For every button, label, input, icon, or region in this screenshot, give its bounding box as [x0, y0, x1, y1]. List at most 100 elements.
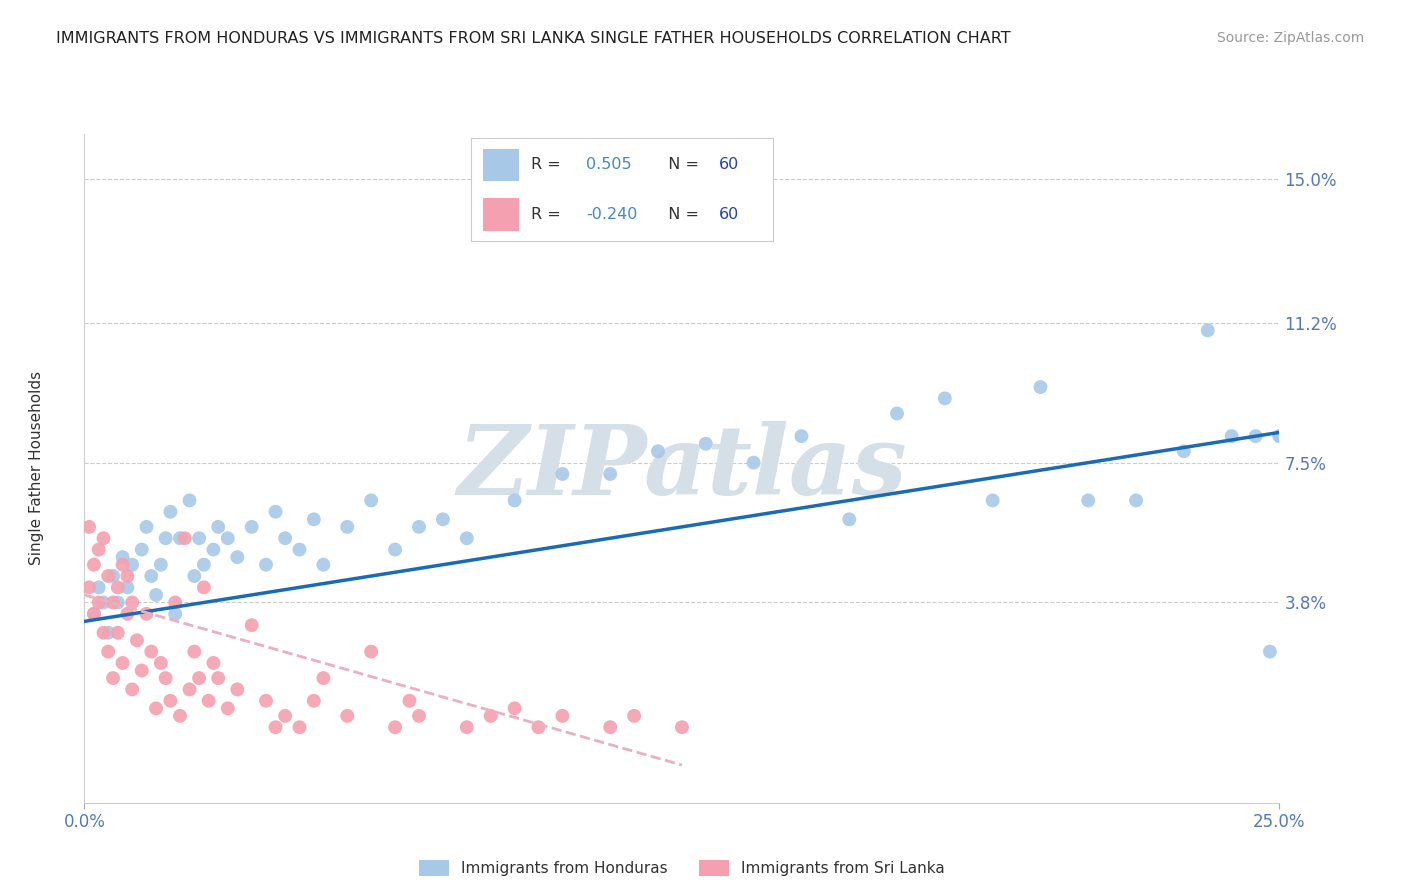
Point	[131, 664, 153, 678]
Point	[93, 595, 115, 609]
Point	[197, 694, 219, 708]
Point	[101, 671, 124, 685]
Point	[1125, 493, 1147, 508]
Point	[695, 436, 717, 450]
Point	[360, 493, 382, 508]
Text: IMMIGRANTS FROM HONDURAS VS IMMIGRANTS FROM SRI LANKA SINGLE FATHER HOUSEHOLDS C: IMMIGRANTS FROM HONDURAS VS IMMIGRANTS F…	[56, 31, 1011, 46]
Point	[503, 701, 526, 715]
Point	[254, 694, 277, 708]
Point	[312, 671, 335, 685]
Point	[87, 595, 110, 609]
Point	[1197, 323, 1219, 337]
Point	[101, 569, 124, 583]
Text: ZIPatlas: ZIPatlas	[457, 421, 907, 516]
Point	[479, 709, 502, 723]
Point	[149, 656, 172, 670]
Point	[207, 671, 229, 685]
Point	[1244, 429, 1267, 443]
Point	[135, 607, 157, 621]
Point	[131, 542, 153, 557]
Point	[599, 720, 621, 734]
Point	[432, 512, 454, 526]
Bar	[484, 149, 519, 181]
Point	[312, 558, 335, 572]
Text: 0.505: 0.505	[586, 157, 631, 172]
Point	[671, 720, 693, 734]
Point	[1268, 429, 1291, 443]
Point	[1077, 493, 1099, 508]
Point	[141, 569, 163, 583]
Point	[408, 520, 430, 534]
Point	[87, 542, 110, 557]
Point	[83, 558, 105, 572]
Point	[117, 580, 139, 594]
Point	[125, 633, 148, 648]
Point	[456, 531, 478, 545]
Point	[83, 607, 105, 621]
Point	[77, 580, 100, 594]
Legend: Immigrants from Honduras, Immigrants from Sri Lanka: Immigrants from Honduras, Immigrants fro…	[412, 854, 952, 882]
Point	[179, 682, 201, 697]
Point	[165, 607, 187, 621]
Point	[107, 580, 129, 594]
Point	[274, 531, 297, 545]
Text: R =: R =	[531, 157, 567, 172]
Point	[1268, 429, 1291, 443]
Point	[173, 531, 195, 545]
Point	[217, 531, 239, 545]
Point	[1029, 380, 1052, 394]
Point	[623, 709, 645, 723]
Point	[456, 720, 478, 734]
Point	[183, 569, 205, 583]
Point	[1220, 429, 1243, 443]
Point	[274, 709, 297, 723]
Point	[179, 493, 201, 508]
Point	[169, 709, 191, 723]
Point	[111, 656, 134, 670]
Point	[336, 520, 359, 534]
Point	[551, 709, 574, 723]
Point	[264, 505, 287, 519]
Point	[398, 694, 420, 708]
Point	[169, 531, 191, 545]
Point	[838, 512, 860, 526]
Point	[240, 618, 263, 632]
Point	[302, 512, 325, 526]
Point	[107, 625, 129, 640]
Text: R =: R =	[531, 207, 567, 222]
Point	[145, 701, 167, 715]
Point	[599, 467, 621, 481]
Point	[202, 542, 225, 557]
Point	[288, 542, 311, 557]
Text: N =: N =	[658, 157, 704, 172]
Point	[360, 645, 382, 659]
Point	[117, 569, 139, 583]
Text: Source: ZipAtlas.com: Source: ZipAtlas.com	[1216, 31, 1364, 45]
Text: -0.240: -0.240	[586, 207, 637, 222]
Point	[886, 407, 908, 421]
Bar	[484, 198, 519, 230]
Point	[336, 709, 359, 723]
Text: 60: 60	[718, 157, 740, 172]
Point	[1173, 444, 1195, 458]
Point	[97, 569, 120, 583]
Point	[83, 607, 105, 621]
Point	[159, 694, 181, 708]
Point	[408, 709, 430, 723]
Text: Single Father Households: Single Father Households	[30, 371, 44, 566]
Point	[288, 720, 311, 734]
Point	[155, 531, 177, 545]
Point	[155, 671, 177, 685]
Point	[1258, 645, 1281, 659]
Point	[527, 720, 550, 734]
Point	[226, 682, 249, 697]
Point	[503, 493, 526, 508]
Point	[135, 520, 157, 534]
Point	[87, 580, 110, 594]
Point	[93, 531, 115, 545]
Point	[101, 595, 124, 609]
Point	[264, 720, 287, 734]
Point	[790, 429, 813, 443]
Text: 60: 60	[718, 207, 740, 222]
Point	[111, 558, 134, 572]
